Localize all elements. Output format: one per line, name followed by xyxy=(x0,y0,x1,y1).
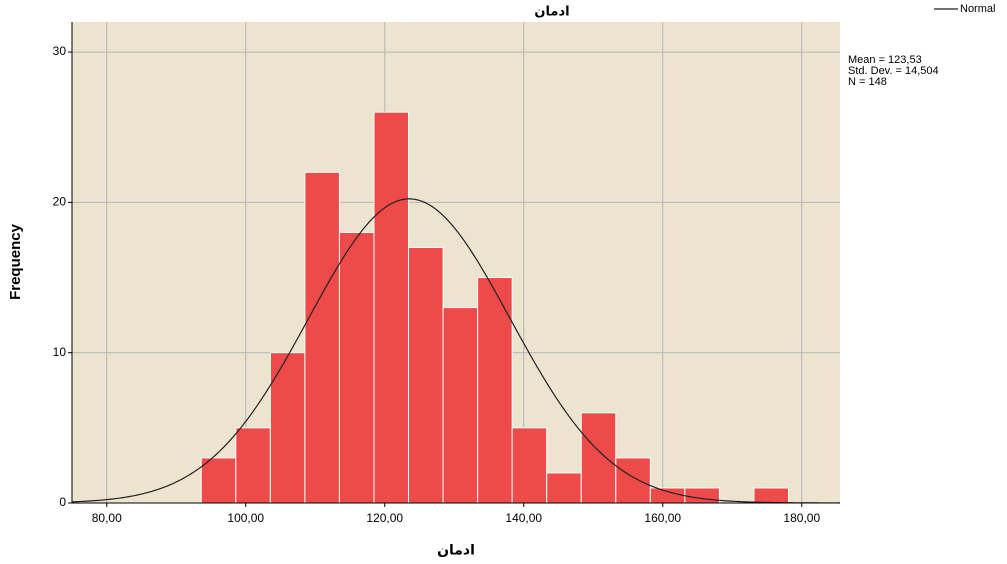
x-tick-label: 160,00 xyxy=(644,511,681,525)
bar xyxy=(304,171,340,504)
bar xyxy=(200,457,237,504)
y-tick-label: 0 xyxy=(59,495,66,509)
x-tick-label: 120,00 xyxy=(366,511,403,525)
bar xyxy=(477,277,513,504)
bar xyxy=(615,457,651,504)
bar xyxy=(649,487,686,504)
y-tick-label: 20 xyxy=(53,195,67,209)
x-axis-label: ادمان xyxy=(437,542,475,558)
y-tick-label: 10 xyxy=(53,345,67,359)
bar xyxy=(373,111,410,504)
y-axis-label: Frequency xyxy=(7,223,24,300)
legend-label: Normal xyxy=(960,3,995,15)
bar xyxy=(269,352,306,504)
x-tick-label: 100,00 xyxy=(227,511,264,525)
bar xyxy=(442,307,479,504)
stat-label: Std. Dev. = 14,504 xyxy=(848,65,939,77)
normal-curve xyxy=(71,198,841,504)
bar xyxy=(753,487,789,504)
x-tick-label: 180,00 xyxy=(783,511,820,525)
bar xyxy=(338,231,375,504)
bar xyxy=(408,246,444,504)
bar xyxy=(235,427,271,504)
stat-label: N = 148 xyxy=(848,76,887,88)
stat-label: Mean = 123,53 xyxy=(848,54,922,66)
y-tick-label: 30 xyxy=(53,44,67,58)
bar xyxy=(546,472,582,504)
bar xyxy=(580,412,617,504)
x-tick-label: 140,00 xyxy=(505,511,542,525)
x-tick-label: 80,00 xyxy=(92,511,122,525)
bar xyxy=(684,487,720,504)
bar xyxy=(511,427,548,504)
chart-title: ادمان xyxy=(534,3,569,18)
